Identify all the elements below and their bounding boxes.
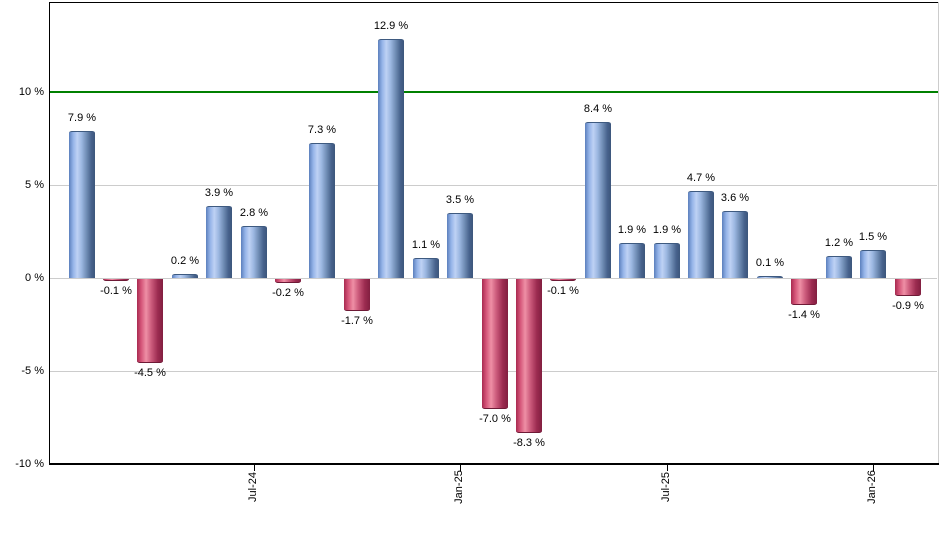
bar-11 (447, 213, 473, 278)
x-axis-line (49, 463, 939, 465)
bar-5 (241, 226, 267, 278)
reference-line-10pct (49, 91, 938, 93)
bar-value-label: 12.9 % (373, 20, 409, 32)
gridline-0pct (50, 278, 937, 279)
bar-21 (791, 279, 817, 305)
bar-value-label: -0.1 % (100, 285, 132, 297)
bar-16 (619, 243, 645, 278)
x-axis-tick (873, 465, 874, 471)
bar-value-label: 7.3 % (307, 124, 337, 136)
x-axis-tick-label: Jul-25 (660, 472, 672, 502)
bar-17 (654, 243, 680, 278)
bar-value-label: -0.1 % (547, 285, 579, 297)
x-axis-tick (460, 465, 461, 471)
bar-14 (550, 279, 576, 281)
y-axis-tick-label: 10 % (18, 86, 44, 98)
bar-7 (309, 143, 335, 278)
bar-value-label: 7.9 % (67, 112, 97, 124)
bar-12 (482, 279, 508, 409)
bar-value-label: 0.2 % (170, 255, 200, 267)
bar-18 (688, 191, 714, 278)
bar-value-label: -0.9 % (892, 300, 924, 312)
bar-13 (516, 279, 542, 433)
bar-2 (137, 279, 163, 363)
x-axis-tick-label: Jan-25 (453, 470, 465, 504)
bar-value-label: -1.4 % (788, 309, 820, 321)
bar-value-label: -7.0 % (479, 413, 511, 425)
bar-8 (344, 279, 370, 311)
bar-value-label: 0.1 % (755, 257, 785, 269)
bar-value-label: -1.7 % (341, 315, 373, 327)
bar-23 (860, 250, 886, 278)
bar-1 (103, 279, 129, 281)
bar-value-label: 3.6 % (720, 192, 750, 204)
bar-value-label: 1.1 % (411, 239, 441, 251)
bar-value-label: 3.5 % (445, 194, 475, 206)
bar-value-label: 1.9 % (617, 224, 647, 236)
bar-value-label: 1.5 % (858, 231, 888, 243)
bar-4 (206, 206, 232, 278)
bar-24 (895, 279, 921, 296)
bar-15 (585, 122, 611, 278)
bar-value-label: -8.3 % (513, 437, 545, 449)
bar-0 (69, 131, 95, 278)
bar-value-label: 8.4 % (583, 103, 613, 115)
bar-value-label: 1.2 % (824, 237, 854, 249)
bar-value-label: 3.9 % (204, 187, 234, 199)
bar-value-label: 4.7 % (686, 172, 716, 184)
bar-10 (413, 258, 439, 278)
plot-top-border (49, 2, 939, 3)
bar-9 (378, 39, 404, 278)
bar-6 (275, 279, 301, 283)
x-axis-tick-label: Jan-26 (866, 470, 878, 504)
x-axis-tick (667, 465, 668, 471)
bar-22 (826, 256, 852, 278)
y-axis-tick-label: -5 % (21, 365, 44, 377)
y-axis-tick-label: 5 % (25, 179, 44, 191)
bar-value-label: -4.5 % (134, 367, 166, 379)
y-axis-tick-label: -10 % (15, 458, 44, 470)
x-axis-tick (254, 465, 255, 471)
bar-20 (757, 276, 783, 278)
bar-value-label: -0.2 % (272, 287, 304, 299)
y-axis-tick-label: 0 % (25, 272, 44, 284)
bar-19 (722, 211, 748, 278)
bar-value-label: 2.8 % (239, 207, 269, 219)
bar-value-label: 1.9 % (652, 224, 682, 236)
bar-3 (172, 274, 198, 278)
y-axis-line (49, 2, 50, 465)
plot-right-border (938, 2, 939, 463)
gridline-5pct (50, 185, 937, 186)
x-axis-tick-label: Jul-24 (247, 472, 259, 502)
